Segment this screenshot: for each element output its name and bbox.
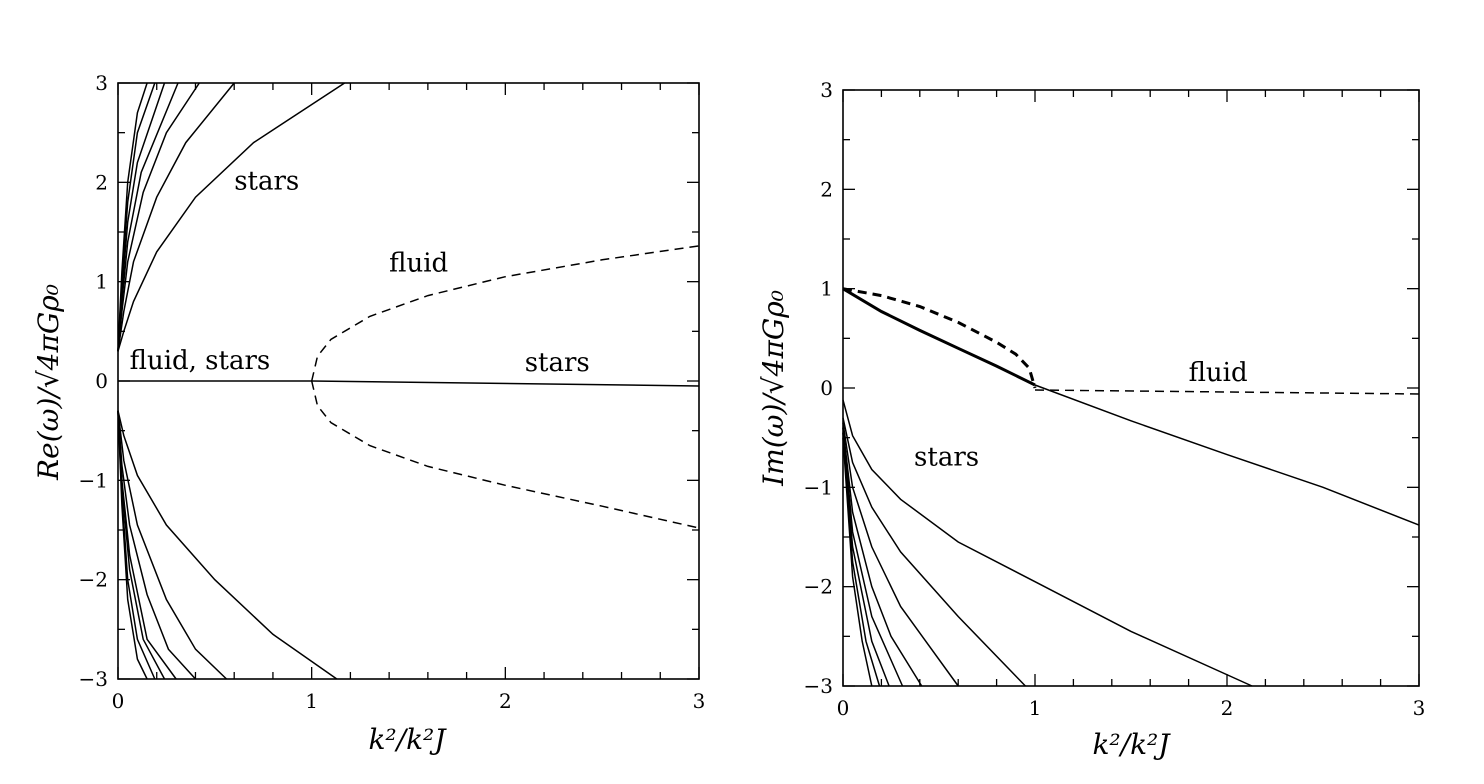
y-tick-label: −3: [804, 674, 833, 698]
x-tick-label: 3: [1413, 696, 1426, 720]
series-line-15: [117, 410, 156, 680]
series-line-8: [842, 427, 904, 687]
im-omega-ticks: [842, 89, 1420, 687]
y-tick-label: 1: [820, 277, 833, 301]
im-omega-panel: 0 1 2 3 3 2 1 0 −1 −2 −3 fluid stars k²/k²J Im(ω)/…: [757, 78, 1425, 761]
series-line-4: [842, 399, 1253, 687]
series-line-3: [117, 82, 346, 352]
series-line-6: [842, 422, 959, 687]
series-line-16: [117, 410, 148, 680]
re-omega-annotations: stars fluid fluid, stars stars: [130, 166, 590, 378]
series-line-10: [117, 410, 338, 680]
im-omega-plot-frame: [842, 89, 1420, 687]
y-tick-label: 2: [95, 170, 108, 194]
im-omega-annotations: fluid stars: [914, 358, 1248, 472]
annotation-label: fluid: [1189, 358, 1248, 388]
series-line-4: [117, 82, 235, 352]
series-line-1: [842, 287, 1036, 387]
y-tick-label: −1: [79, 468, 108, 492]
series-line-2: [310, 380, 700, 529]
annotation-label: fluid: [389, 249, 448, 279]
y-tick-label: 2: [820, 177, 833, 201]
re-omega-curves: [117, 82, 700, 680]
re-omega-x-tick-labels: 0 1 2 3: [112, 689, 706, 713]
x-tick-label: 3: [693, 689, 706, 713]
series-line-5: [842, 417, 1026, 687]
series-line-1: [310, 245, 700, 382]
im-omega-y-axis-label: Im(ω)/√4πGρ₀: [757, 290, 790, 487]
y-tick-label: 0: [820, 376, 833, 400]
x-tick-label: 0: [112, 689, 125, 713]
x-tick-label: 0: [837, 696, 850, 720]
y-tick-label: 3: [95, 71, 108, 95]
y-tick-label: −2: [804, 575, 833, 599]
series-line-7: [842, 427, 923, 687]
annotation-label: stars: [525, 348, 590, 378]
y-tick-label: 0: [95, 369, 108, 393]
series-line-0: [118, 380, 700, 387]
re-omega-ticks: [117, 82, 700, 680]
annotation-label: stars: [234, 166, 299, 196]
y-tick-label: −1: [804, 475, 833, 499]
series-line-11: [842, 437, 873, 687]
x-tick-label: 2: [1221, 696, 1234, 720]
im-omega-y-tick-labels: 3 2 1 0 −1 −2 −3: [804, 78, 833, 698]
im-omega-x-axis-label: k²/k²J: [1092, 728, 1171, 761]
im-omega-x-tick-labels: 0 1 2 3: [837, 696, 1426, 720]
x-tick-label: 2: [499, 689, 512, 713]
re-omega-y-tick-labels: 3 2 1 0 −1 −2 −3: [79, 71, 108, 691]
re-omega-y-axis-label: Re(ω)/√4πGρ₀: [32, 284, 65, 481]
x-tick-label: 1: [1029, 696, 1042, 720]
y-tick-label: −3: [79, 667, 108, 691]
y-tick-label: −2: [79, 568, 108, 592]
series-line-3: [1034, 384, 1420, 526]
series-line-0: [842, 287, 1037, 389]
y-tick-label: 1: [95, 270, 108, 294]
y-tick-label: 3: [820, 78, 833, 102]
im-omega-curves: [842, 287, 1420, 687]
series-line-11: [117, 410, 228, 680]
annotation-label: stars: [914, 442, 979, 472]
series-line-2: [1034, 389, 1420, 395]
x-tick-label: 1: [305, 689, 318, 713]
annotation-label: fluid, stars: [130, 346, 271, 376]
re-omega-x-axis-label: k²/k²J: [368, 723, 447, 756]
